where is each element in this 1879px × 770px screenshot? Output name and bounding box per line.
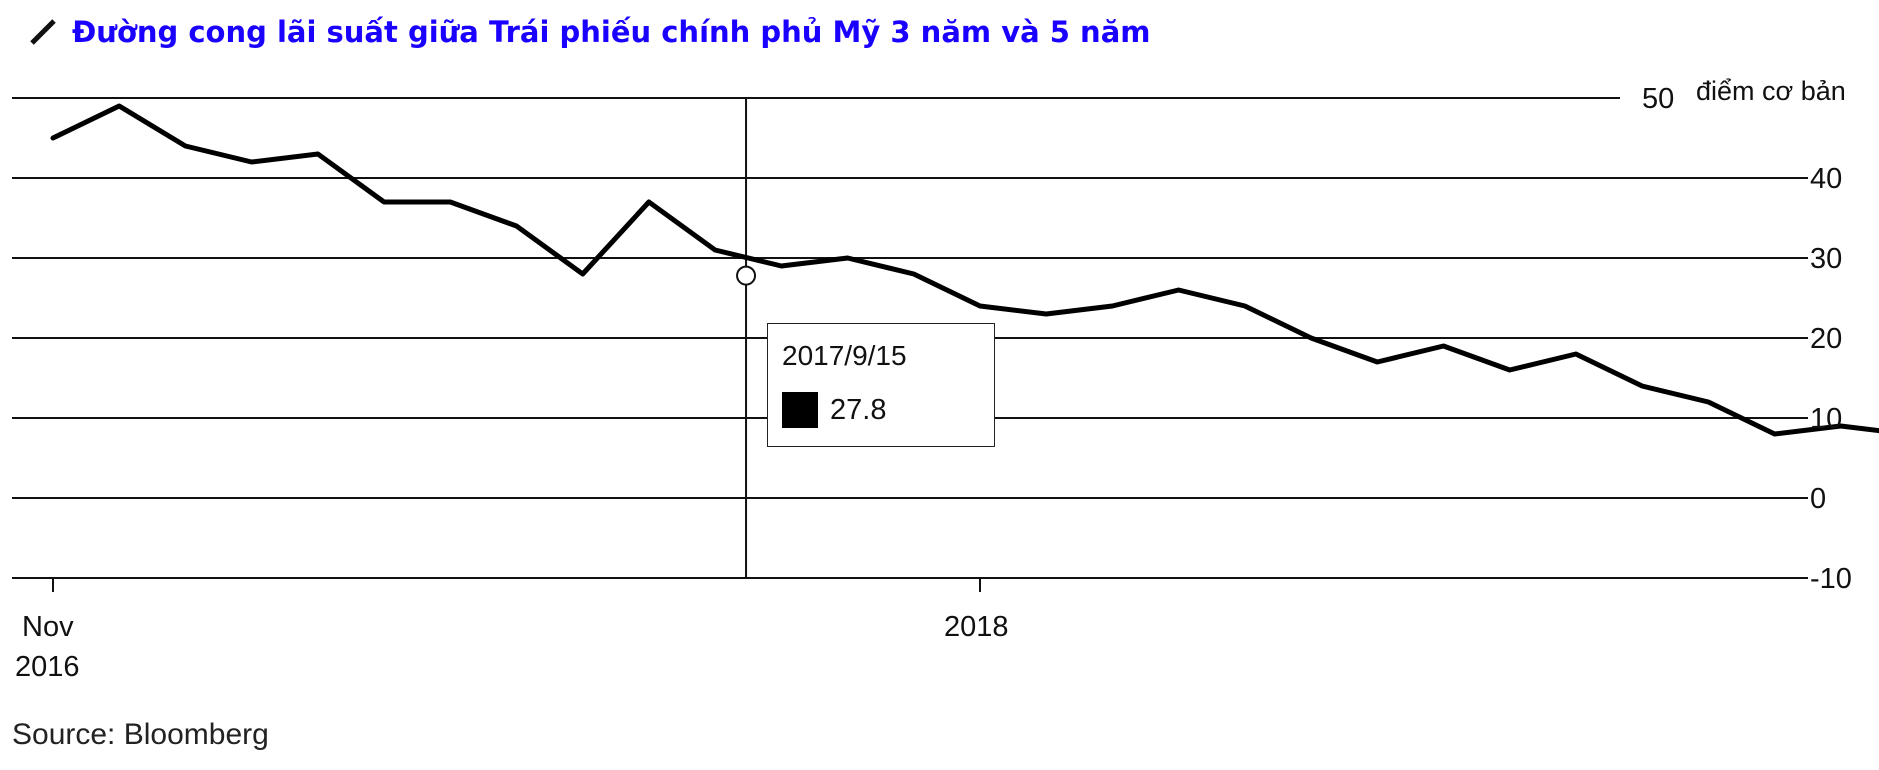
title-row: Đường cong lãi suất giữa Trái phiếu chín… [28, 6, 1150, 58]
x-tick-label: 2018 [944, 611, 1009, 643]
x-tick-label: 2016 [15, 651, 80, 683]
y-tick-label: 0 [1810, 483, 1826, 515]
y-tick-label: 50 [1642, 83, 1674, 115]
y-tick-label: 10 [1810, 403, 1842, 435]
y-tick-label: 40 [1810, 163, 1842, 195]
tooltip-value: 27.8 [830, 394, 887, 426]
tooltip-swatch [782, 392, 818, 428]
axes [52, 578, 981, 592]
source-note: Source: Bloomberg [12, 718, 269, 751]
crosshair-marker [736, 265, 757, 286]
y-unit-label: điểm cơ bản [1696, 76, 1846, 106]
y-tick-label: -10 [1810, 563, 1852, 595]
chart-title: Đường cong lãi suất giữa Trái phiếu chín… [72, 15, 1151, 49]
tooltip: 2017/9/15 27.8 [767, 323, 995, 447]
y-tick-label: 20 [1810, 323, 1842, 355]
tick-labels: 50 điểm cơ bản 40 30 20 10 0 -10 Nov 2016 2018 [15, 76, 1852, 683]
data-series [50, 103, 1879, 437]
slash-icon [30, 19, 56, 45]
series-line [50, 103, 1879, 437]
x-tick-label: Nov [22, 611, 74, 643]
y-tick-label: 30 [1810, 243, 1842, 275]
tooltip-date: 2017/9/15 [782, 340, 907, 371]
